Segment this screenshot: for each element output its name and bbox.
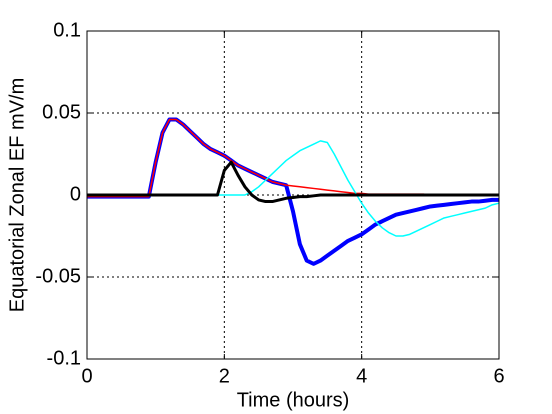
x-tick-label: 4: [356, 365, 367, 387]
y-tick-label: 0: [70, 183, 81, 205]
data-line: [87, 160, 499, 204]
axes-frame: [86, 30, 500, 360]
y-axis-label: Equatorial Zonal EF mV/m: [6, 78, 28, 313]
y-tick-label: -0.1: [47, 347, 81, 369]
y-tick-label: 0.1: [53, 19, 81, 41]
y-tick-label: -0.05: [35, 265, 81, 287]
x-axis-label: Time (hours): [237, 389, 350, 411]
x-tick-label: 2: [219, 365, 230, 387]
y-tick-label: 0.05: [42, 101, 81, 123]
x-tick-label: 6: [493, 365, 504, 387]
x-tick-label: 0: [81, 365, 92, 387]
